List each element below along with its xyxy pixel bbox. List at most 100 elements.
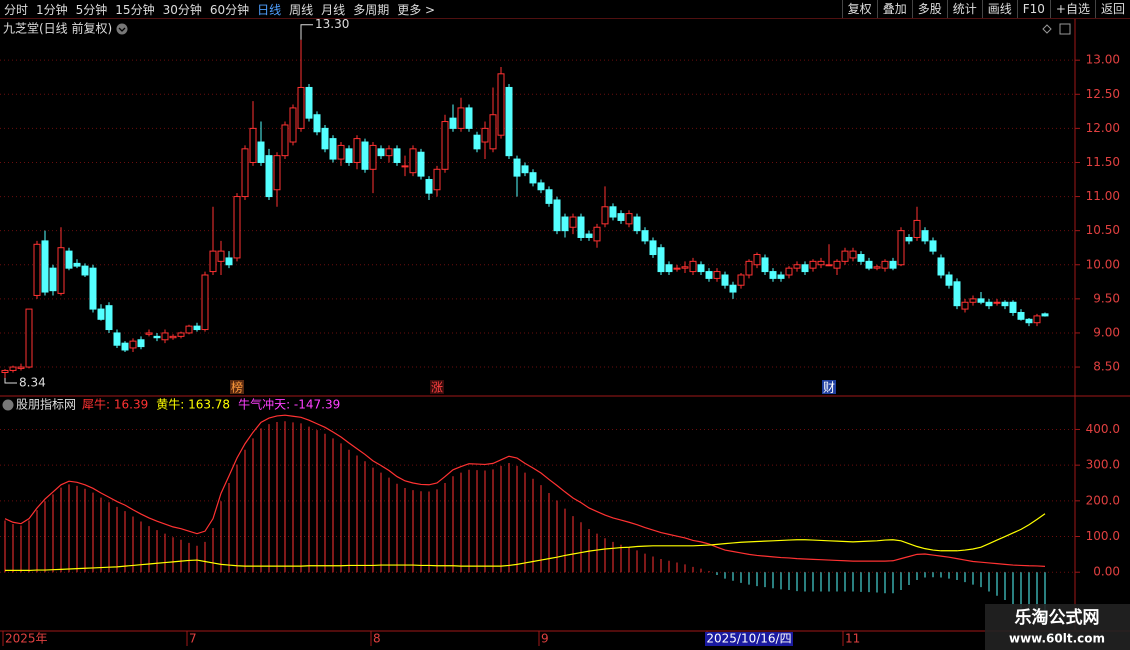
- candle-body: [1041, 313, 1049, 317]
- candle-body: [401, 165, 409, 168]
- toolbar-button[interactable]: 画线: [981, 0, 1017, 18]
- candle-body: [593, 226, 601, 242]
- candle-body: [865, 260, 873, 269]
- annotation-label: 8.34: [19, 375, 46, 389]
- toolbar-button[interactable]: 更多 >: [397, 2, 436, 17]
- candle-body: [177, 332, 185, 337]
- toolbar-button[interactable]: 60分钟: [209, 2, 250, 17]
- candle-body: [97, 308, 105, 320]
- annotation-label: 13.30: [315, 17, 349, 31]
- period-tabs: 分时 1分钟 5分钟 15分钟 30分钟 60分钟 日线 周线 月线 多周期 更多 >: [0, 0, 439, 18]
- candle-body: [185, 325, 193, 334]
- x-tick-label: 2025年: [5, 632, 48, 646]
- candle-body: [721, 274, 729, 286]
- toolbar-button[interactable]: 统计: [946, 0, 982, 18]
- y-tick-label: 300.0: [1086, 458, 1120, 472]
- candle-body: [689, 260, 697, 273]
- candle-body: [129, 340, 137, 349]
- candle-body: [641, 230, 649, 242]
- indicator-line: [5, 513, 1046, 572]
- tool-buttons: 复权 叠加 多股 统计 画线 F10 +自选 返回: [841, 0, 1130, 18]
- candle-body: [753, 254, 761, 266]
- candle-body: [145, 332, 153, 335]
- candle-body: [937, 257, 945, 276]
- candle-body: [537, 182, 545, 191]
- x-tick-label: 9: [541, 632, 549, 646]
- toolbar-button[interactable]: 1分钟: [36, 2, 68, 17]
- toolbar-button[interactable]: 5分钟: [75, 2, 108, 17]
- event-marker: [822, 380, 836, 394]
- y-tick-label: 11.50: [1086, 155, 1120, 169]
- candle-body: [393, 148, 401, 163]
- candle-body: [409, 148, 417, 174]
- toolbar-button[interactable]: 30分钟: [162, 2, 202, 17]
- candle-body: [249, 127, 257, 163]
- candle-body: [377, 148, 385, 157]
- toolbar-button[interactable]: 月线: [321, 2, 346, 17]
- candle-body: [241, 148, 249, 198]
- candle-body: [801, 264, 809, 273]
- candle-body: [49, 267, 57, 292]
- candle-body: [169, 335, 177, 339]
- candle-body: [577, 216, 585, 238]
- candle-body: [1009, 301, 1017, 313]
- candle-body: [681, 266, 689, 269]
- toolbar-button[interactable]: F10: [1016, 0, 1050, 18]
- candle-body: [825, 264, 833, 267]
- candle-body: [1001, 301, 1009, 307]
- annotation-arrow: [4, 377, 17, 384]
- y-tick-label: 9.00: [1093, 325, 1120, 339]
- toolbar-button[interactable]: 15分钟: [115, 2, 155, 17]
- x-tick-label: 11: [845, 632, 860, 646]
- candle-body: [225, 257, 233, 266]
- toolbar-button[interactable]: 日线: [257, 2, 282, 17]
- panel-icon[interactable]: [1059, 23, 1071, 35]
- candle-body: [329, 138, 337, 160]
- y-tick-label: 12.50: [1086, 87, 1120, 101]
- candle-body: [273, 155, 281, 191]
- toolbar-button[interactable]: 复权: [841, 0, 877, 18]
- legend-entry: 犀牛: 16.39: [82, 397, 148, 412]
- candle-body: [265, 155, 273, 198]
- event-label: 涨: [431, 380, 443, 395]
- candle-body: [609, 206, 617, 218]
- candle-body: [777, 274, 785, 279]
- toolbar-button[interactable]: 多股: [911, 0, 947, 18]
- candle-body: [553, 199, 561, 232]
- candle-body: [673, 267, 681, 270]
- candle-body: [201, 274, 209, 331]
- candle-body: [417, 151, 425, 177]
- candle-body: [729, 284, 737, 293]
- toolbar-button[interactable]: +自选: [1049, 0, 1095, 18]
- menu-icon[interactable]: [2, 399, 14, 411]
- candle-body: [321, 127, 329, 150]
- candle-body: [625, 213, 633, 225]
- candle-body: [1033, 315, 1041, 324]
- candle-body: [793, 264, 801, 269]
- candle-body: [433, 168, 441, 191]
- candle-body: [217, 250, 225, 262]
- candle-body: [33, 243, 41, 296]
- toolbar-button[interactable]: 分时: [4, 2, 29, 17]
- toolbar-button[interactable]: 叠加: [876, 0, 912, 18]
- toolbar-button[interactable]: 多周期: [353, 2, 390, 17]
- candle-body: [745, 260, 753, 276]
- candle-body: [569, 216, 577, 228]
- candle-body: [889, 260, 897, 269]
- toolbar: 分时 1分钟 5分钟 15分钟 30分钟 60分钟 日线 周线 月线 多周期 更多 > 复权 叠加 多股统…: [0, 0, 1130, 19]
- candle-body: [289, 107, 297, 143]
- y-tick-label: 9.50: [1093, 291, 1120, 305]
- candle-body: [449, 117, 457, 129]
- candle-body: [857, 254, 865, 262]
- toolbar-button[interactable]: 周线: [289, 2, 314, 17]
- menu-icon: [118, 27, 126, 32]
- candle-body: [441, 121, 449, 170]
- candle-body: [705, 271, 713, 279]
- menu-icon[interactable]: [116, 23, 128, 35]
- candle-body: [929, 240, 937, 252]
- diamond-icon[interactable]: [1042, 24, 1052, 34]
- toolbar-button[interactable]: 返回: [1094, 0, 1130, 18]
- candle-body: [481, 127, 489, 143]
- candle-body: [841, 250, 849, 262]
